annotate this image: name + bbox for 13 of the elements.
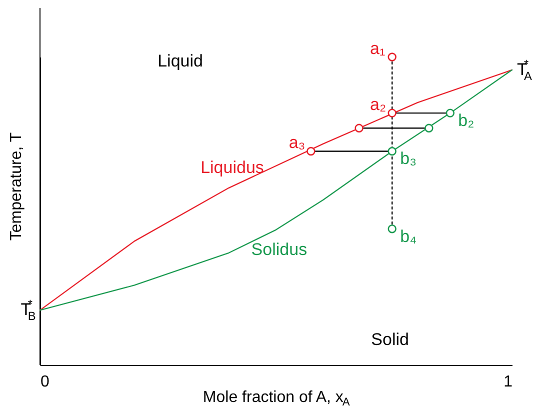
annotation: Solid [371, 330, 409, 350]
series-label: b₂ [458, 111, 474, 130]
annotation: Liquid [158, 52, 203, 71]
series-label: Liquidus [200, 158, 264, 177]
y-axis-title: Temperature, T [8, 132, 25, 241]
series-label: a₂ [370, 95, 386, 114]
series-label: Solidus [251, 240, 308, 259]
x-tick-label: 0 [40, 374, 50, 390]
x-tick-label: 1 [504, 374, 513, 390]
series-label: b₃ [400, 149, 417, 168]
series-label: a₁ [370, 39, 386, 58]
series-label: a₃ [288, 133, 306, 152]
series-label: b₄ [400, 226, 417, 246]
